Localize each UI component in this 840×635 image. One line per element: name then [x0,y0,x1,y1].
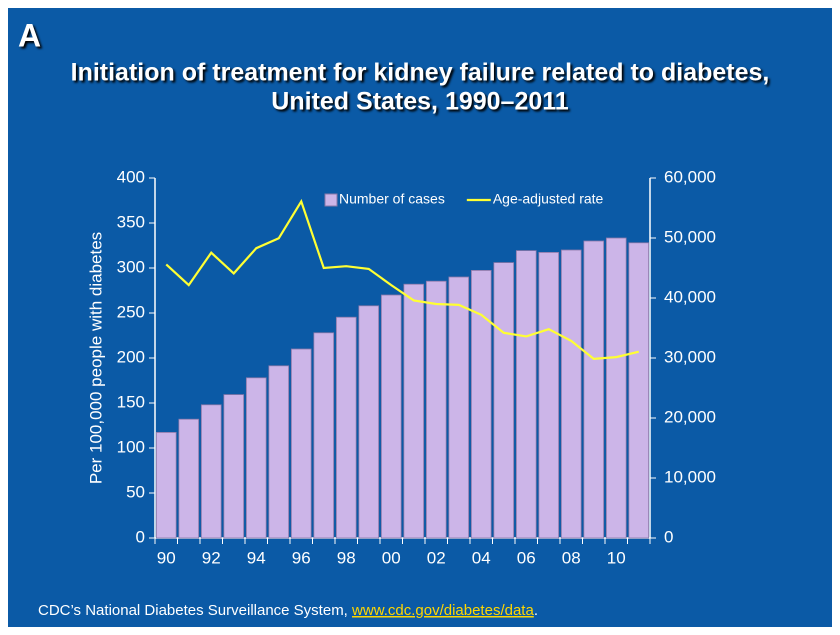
bar [493,262,515,539]
bar [470,269,492,539]
bar [560,249,582,539]
x-tick-label: 04 [472,548,491,567]
x-tick-label: 94 [247,548,266,567]
legend-label: Age-adjusted rate [493,191,604,207]
bar [448,276,470,539]
legend-swatch [324,193,338,207]
y-tick-label: 50 [126,482,145,501]
bar [425,280,447,539]
y-tick-label: 300 [117,257,145,276]
bar [155,431,177,539]
y2-tick-label: 60,000 [664,167,716,186]
chart-subtitle: United States, 1990–2011 [271,88,568,116]
line [165,198,640,361]
y2-tick-label: 10,000 [664,467,716,486]
x-tick-label: 02 [427,548,446,567]
source-link[interactable]: www.cdc.gov/diabetes/data [351,602,534,619]
bar [178,418,200,539]
y2-tick-label: 20,000 [664,407,716,426]
y2-tick-label: 0 [664,527,673,546]
panel-label: A [18,17,41,53]
y-tick-label: 100 [117,437,145,456]
y2-tick-label: 50,000 [664,227,716,246]
y-tick-label: 400 [117,167,145,186]
bar [583,240,605,539]
x-tick-label: 00 [382,548,401,567]
source: CDC’s National Diabetes Surveillance Sys… [38,602,538,619]
y-tick-label: 350 [117,212,145,231]
bar [290,348,312,539]
y2-tick-label: 40,000 [664,287,716,306]
x-tick-label: 92 [202,548,221,567]
bar [358,305,380,539]
bar [223,394,245,539]
legend-label: Number of cases [339,191,445,207]
bar [538,251,560,539]
bar [335,316,357,539]
bar [313,332,335,539]
bar [268,365,290,539]
y-tick-label: 200 [117,347,145,366]
bar [380,294,402,539]
x-tick-label: 10 [607,548,626,567]
bar [628,242,650,539]
x-tick-label: 06 [517,548,536,567]
y-axis-label: Per 100,000 people with diabetes [86,232,105,484]
x-tick-label: 90 [157,548,176,567]
source-end: . [534,602,538,619]
y-tick-label: 0 [136,527,145,546]
bar [515,250,537,539]
x-tick-label: 98 [337,548,356,567]
bar [403,283,425,539]
x-tick-label: 96 [292,548,311,567]
bar [605,237,627,539]
x-tick-label: 08 [562,548,581,567]
source-text: CDC’s National Diabetes Surveillance Sys… [38,602,352,619]
chart-title: Initiation of treatment for kidney failu… [71,59,770,87]
bar [245,377,267,539]
y2-tick-label: 30,000 [664,347,716,366]
y-tick-label: 250 [117,302,145,321]
bar [200,404,222,539]
y-tick-label: 150 [117,392,145,411]
